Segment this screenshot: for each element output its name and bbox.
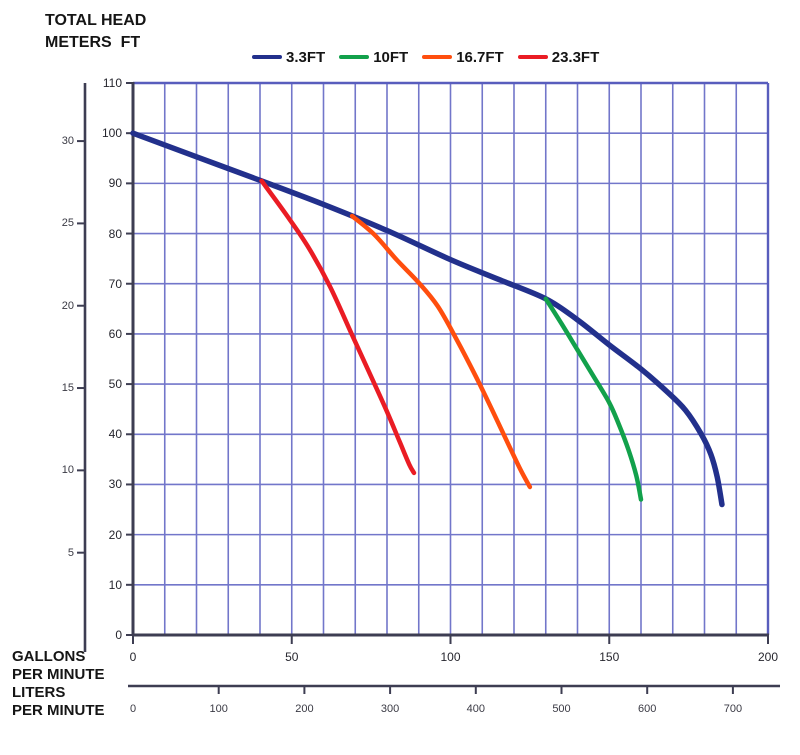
gpm-tick-label: 50: [285, 650, 299, 664]
ft-tick-label: 110: [102, 76, 122, 90]
liters-tick-label: 200: [295, 703, 314, 715]
legend-item-23.3ft: 23.3FT: [517, 48, 600, 66]
liters-tick-label: 300: [380, 703, 400, 715]
liters-tick-label: 700: [723, 703, 743, 715]
legend-item-16.7ft: 16.7FT: [422, 49, 504, 66]
liters-label-line1: LITERS: [12, 684, 66, 701]
ft-tick-label: 70: [108, 276, 122, 291]
liters-label-line2: PER MINUTE: [12, 702, 105, 719]
x-axis-title-block: GALLONS PER MINUTE LITERS PER MINUTE: [12, 648, 105, 720]
meters-tick-label: 30: [61, 135, 74, 148]
meters-tick-label: 20: [61, 299, 74, 312]
liters-tick-label: 0: [129, 703, 137, 715]
curve-16.7ft: [349, 213, 533, 490]
chart-title-line1: TOTAL HEAD: [45, 12, 147, 29]
chart-title-block: TOTAL HEAD METERS FT: [45, 10, 146, 54]
ft-tick-label: 100: [101, 126, 122, 141]
liters-tick-label: 500: [552, 703, 571, 715]
legend-line-swatch: [339, 55, 370, 59]
liters-tick-label: 400: [466, 703, 485, 715]
legend-item-3.3ft: 3.3FT: [252, 49, 325, 66]
curve-10ft: [543, 296, 644, 502]
meters-tick-label: 5: [67, 546, 74, 559]
liters-tick-label: 100: [209, 703, 228, 715]
meters-tick-label: 15: [61, 382, 74, 395]
gallons-label-line2: PER MINUTE: [12, 666, 105, 683]
legend-line-swatch: [517, 55, 548, 59]
legend-label: 23.3FT: [551, 48, 600, 66]
meters-tick-label: 25: [61, 217, 74, 230]
chart-title-line2: METERS FT: [45, 34, 141, 51]
ft-tick-label: 30: [108, 477, 122, 492]
legend-label: 10FT: [373, 48, 409, 66]
legend-label: 16.7FT: [456, 48, 504, 66]
curve-3.3ft: [130, 130, 725, 508]
legend-label: 3.3FT: [286, 48, 326, 66]
ft-tick-label: 60: [108, 326, 122, 341]
ft-tick-label: 0: [115, 628, 122, 642]
legend-item-10ft: 10FT: [339, 49, 408, 66]
liters-tick-label: 600: [638, 703, 657, 715]
ft-tick-label: 40: [108, 427, 122, 442]
legend-line-swatch: [422, 55, 453, 59]
ft-tick-label: 50: [108, 377, 122, 392]
ft-tick-label: 10: [108, 577, 122, 592]
curve-23.3ft: [259, 178, 417, 476]
meters-tick-label: 10: [61, 464, 74, 477]
legend: 3.3FT 10FT 16.7FT 23.3FT: [252, 47, 599, 67]
gallons-label-line1: GALLONS: [12, 648, 86, 665]
ft-tick-label: 90: [108, 176, 122, 191]
gpm-tick-label: 0: [129, 650, 137, 664]
ft-tick-label: 80: [108, 226, 122, 241]
legend-line-swatch: [252, 55, 282, 59]
ft-tick-label: 20: [108, 527, 122, 542]
gpm-tick-label: 200: [757, 650, 779, 664]
gpm-tick-label: 100: [440, 650, 461, 664]
gpm-tick-label: 150: [599, 650, 620, 664]
